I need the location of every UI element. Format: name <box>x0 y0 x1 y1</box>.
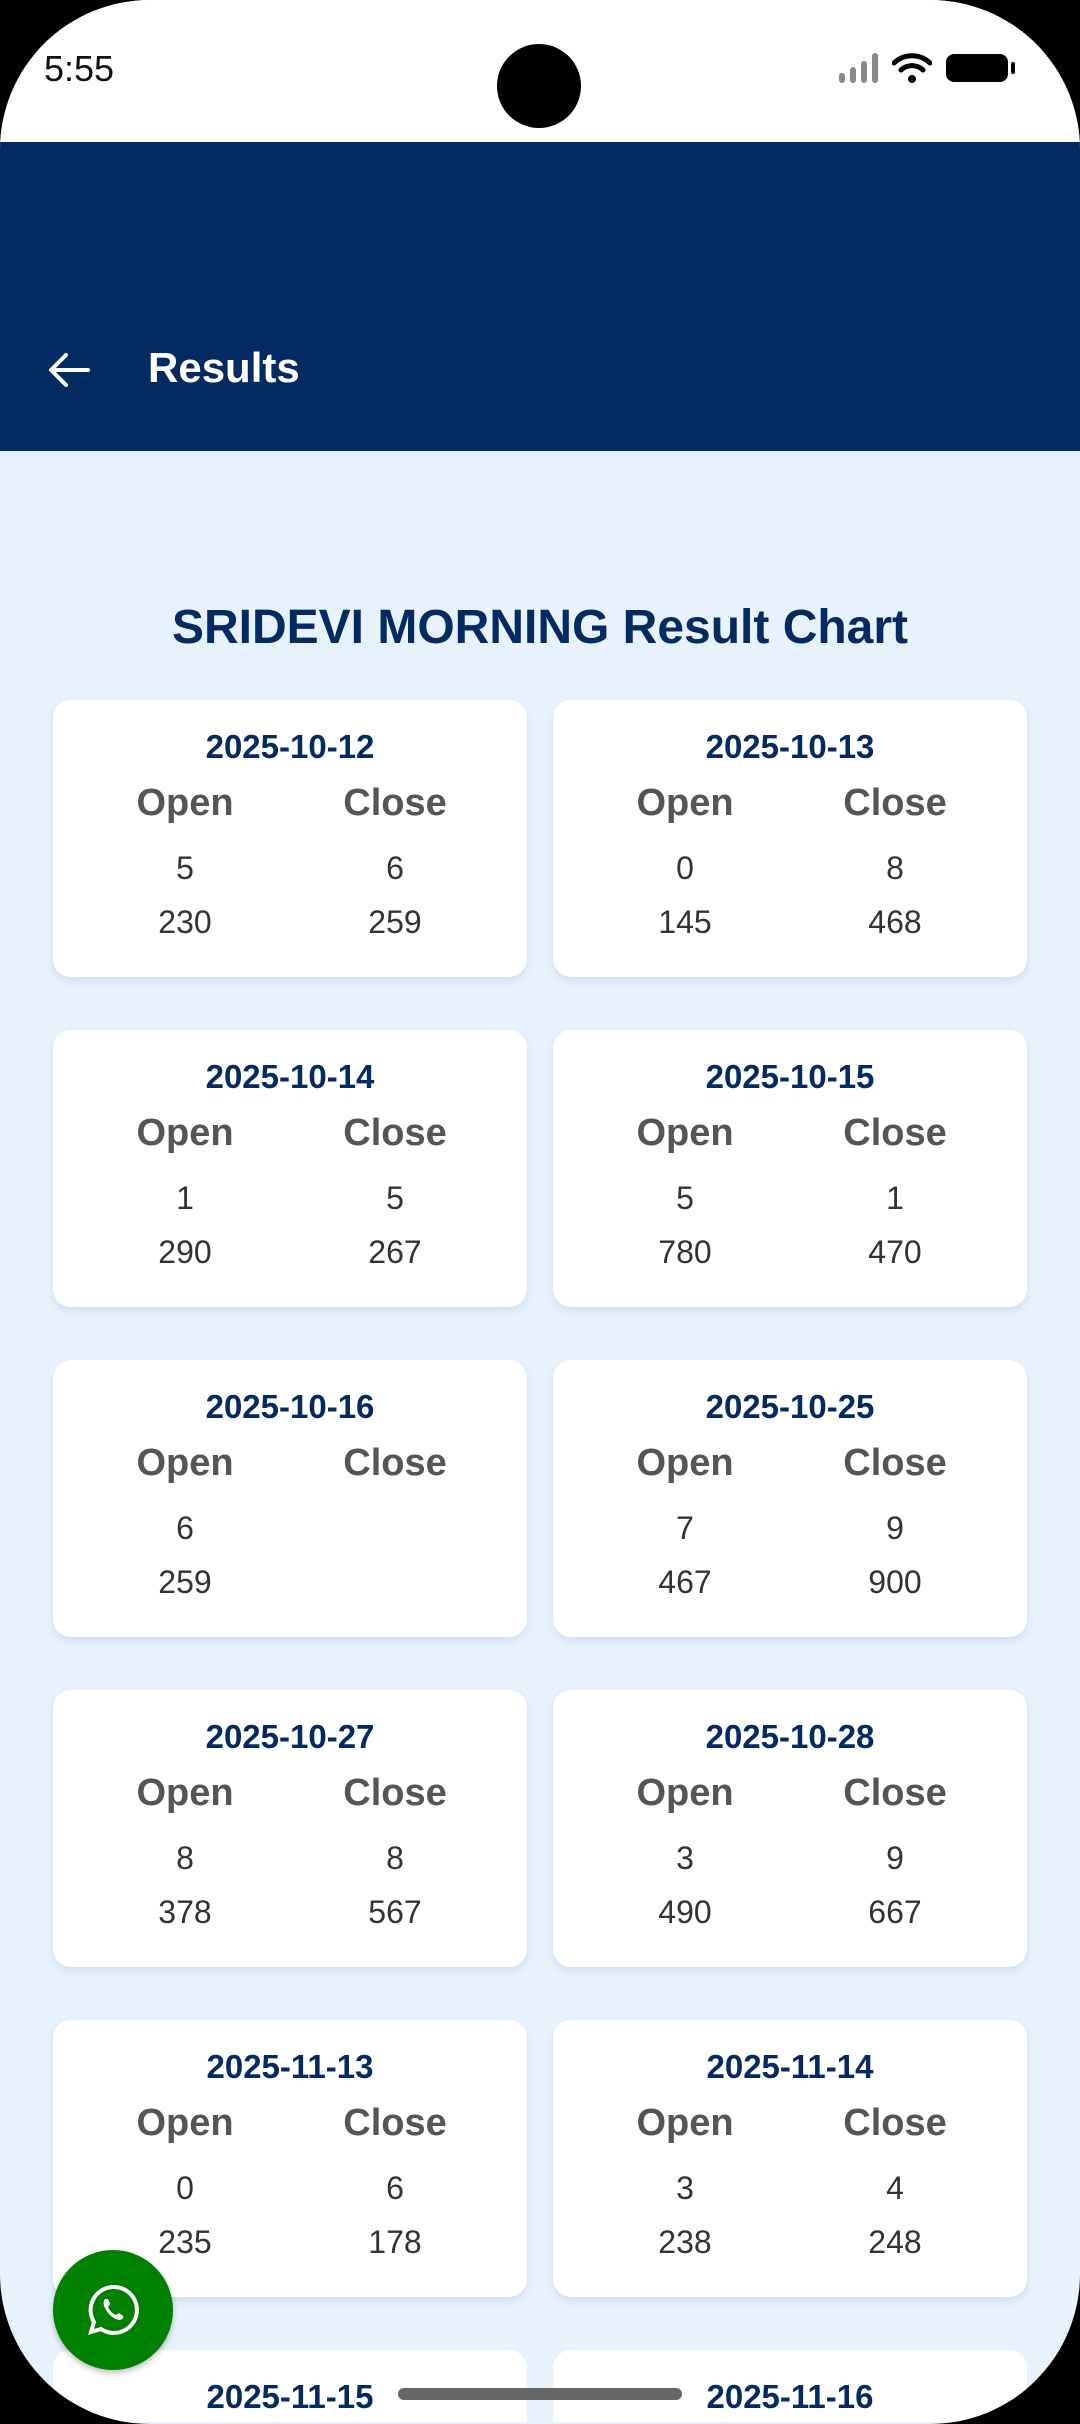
close-label: Close <box>843 1112 947 1154</box>
close-label: Close <box>343 2102 447 2144</box>
close-label: Close <box>343 1772 447 1814</box>
whatsapp-icon <box>88 2284 139 2335</box>
open-label: Open <box>636 782 734 824</box>
close-pana: 567 <box>368 1894 422 1930</box>
open-pana: 238 <box>658 2224 712 2260</box>
result-card: 2025-10-27 Open 8 378 Close 8 567 <box>53 1690 527 1967</box>
close-digit: 8 <box>886 850 904 886</box>
open-label: Open <box>636 2102 734 2144</box>
open-digit: 7 <box>676 1510 694 1546</box>
open-label: Open <box>136 2102 234 2144</box>
close-digit: 5 <box>386 1180 404 1216</box>
wifi-icon <box>892 53 932 83</box>
close-label: Close <box>843 1442 947 1484</box>
result-date: 2025-10-25 <box>705 1388 875 1425</box>
close-digit: 6 <box>386 850 404 886</box>
result-card: 2025-10-13 Open 0 145 Close 8 468 <box>553 700 1027 977</box>
open-digit: 6 <box>176 1510 194 1546</box>
open-label: Open <box>636 1772 734 1814</box>
result-card: 2025-10-25 Open 7 467 Close 9 900 <box>553 1360 1027 1637</box>
open-digit: 0 <box>676 850 694 886</box>
result-date: 2025-10-14 <box>205 1058 375 1095</box>
close-pana: 267 <box>368 1234 422 1270</box>
result-date: 2025-10-12 <box>205 728 375 765</box>
result-date: 2025-10-16 <box>205 1388 375 1425</box>
whatsapp-button[interactable] <box>53 2250 173 2370</box>
result-date: 2025-10-15 <box>705 1058 875 1095</box>
open-pana: 490 <box>658 1894 712 1930</box>
close-pana: 667 <box>868 1894 922 1930</box>
close-pana: 468 <box>868 904 922 940</box>
open-pana: 780 <box>658 1234 712 1270</box>
open-pana: 145 <box>658 904 712 940</box>
open-pana: 290 <box>158 1234 212 1270</box>
close-pana: 470 <box>868 1234 922 1270</box>
close-label: Close <box>343 1442 447 1484</box>
open-pana: 378 <box>158 1894 212 1930</box>
system-icons <box>839 52 1015 84</box>
battery-icon <box>946 54 1015 82</box>
close-pana: 259 <box>368 904 422 940</box>
close-pana: 900 <box>868 1564 922 1600</box>
close-digit: 4 <box>886 2170 904 2206</box>
close-digit: 9 <box>886 1510 904 1546</box>
close-digit: 6 <box>386 2170 404 2206</box>
result-date: 2025-11-15 <box>206 2378 374 2415</box>
result-date: 2025-11-14 <box>706 2048 874 2085</box>
open-label: Open <box>136 1442 234 1484</box>
result-card: 2025-10-12 Open 5 230 Close 6 259 <box>53 700 527 977</box>
app-bar <box>0 142 1080 451</box>
result-date: 2025-11-16 <box>706 2378 874 2415</box>
open-label: Open <box>636 1442 734 1484</box>
open-digit: 8 <box>176 1840 194 1876</box>
close-label: Close <box>843 2102 947 2144</box>
status-bar: 5:55 <box>0 0 1080 142</box>
open-pana: 467 <box>658 1564 712 1600</box>
app-bar-title: Results <box>148 344 300 391</box>
close-pana: 178 <box>368 2224 422 2260</box>
close-pana: 248 <box>868 2224 922 2260</box>
open-pana: 230 <box>158 904 212 940</box>
close-label: Close <box>843 782 947 824</box>
result-date: 2025-10-28 <box>705 1718 875 1755</box>
signal-icon <box>839 53 878 83</box>
result-date: 2025-10-13 <box>705 728 875 765</box>
status-time: 5:55 <box>44 48 115 89</box>
result-card: 2025-10-28 Open 3 490 Close 9 667 <box>553 1690 1027 1967</box>
close-digit: 1 <box>886 1180 904 1216</box>
open-digit: 0 <box>176 2170 194 2206</box>
open-digit: 5 <box>176 850 194 886</box>
home-indicator[interactable] <box>398 2388 682 2400</box>
result-card: 2025-11-16 <box>553 2350 1027 2422</box>
open-digit: 3 <box>676 2170 694 2206</box>
open-label: Open <box>136 1772 234 1814</box>
results-grid: 2025-10-12 Open 5 230 Close 6 259 2025-10-13 Ope… <box>53 700 1027 2422</box>
result-card: 2025-10-14 Open 1 290 Close 5 267 <box>53 1030 527 1307</box>
result-date: 2025-10-27 <box>205 1718 375 1755</box>
open-digit: 5 <box>676 1180 694 1216</box>
page-title: SRIDEVI MORNING Result Chart <box>171 601 909 654</box>
open-pana: 259 <box>158 1564 212 1600</box>
result-card: 2025-10-16 Open 6 259 Close <box>53 1360 527 1637</box>
result-card: 2025-11-15 <box>53 2350 527 2422</box>
camera-cutout <box>497 44 581 128</box>
result-card: 2025-11-14 Open 3 238 Close 4 248 <box>553 2020 1027 2297</box>
open-label: Open <box>136 1112 234 1154</box>
open-digit: 1 <box>176 1180 194 1216</box>
close-label: Close <box>843 1772 947 1814</box>
open-pana: 235 <box>158 2224 212 2260</box>
open-label: Open <box>136 782 234 824</box>
open-label: Open <box>636 1112 734 1154</box>
back-arrow-icon[interactable] <box>44 345 94 395</box>
result-card: 2025-11-13 Open 0 235 Close 6 178 <box>53 2020 527 2297</box>
result-card: 2025-10-15 Open 5 780 Close 1 470 <box>553 1030 1027 1307</box>
close-digit: 8 <box>386 1840 404 1876</box>
open-digit: 3 <box>676 1840 694 1876</box>
close-label: Close <box>343 1112 447 1154</box>
close-digit: 9 <box>886 1840 904 1876</box>
close-label: Close <box>343 782 447 824</box>
result-date: 2025-11-13 <box>206 2048 374 2085</box>
